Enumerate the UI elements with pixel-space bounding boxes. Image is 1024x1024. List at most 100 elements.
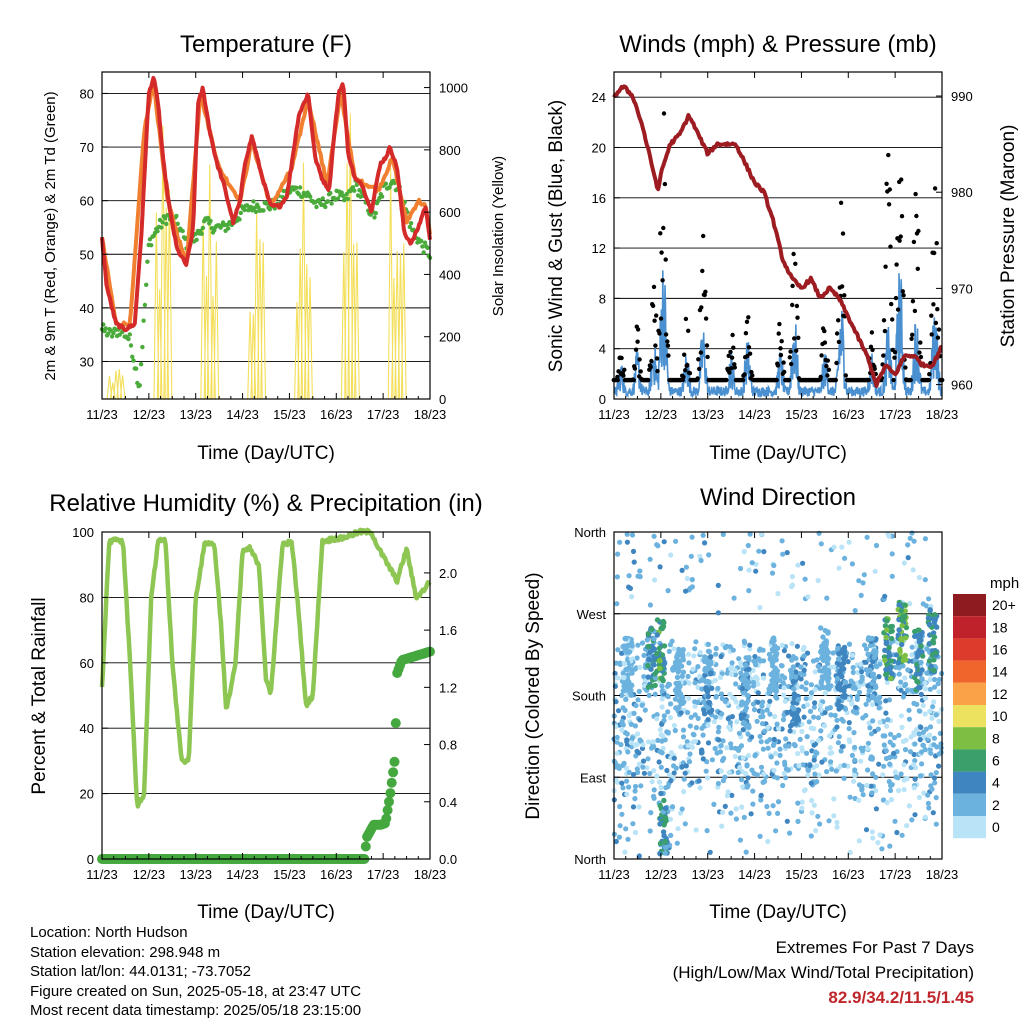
direction-point [899, 832, 905, 838]
solar-insolation-trace [119, 375, 126, 400]
direction-point [927, 607, 933, 613]
direction-point [863, 827, 870, 833]
dewpoint-point [180, 228, 185, 234]
dewpoint-point [323, 204, 328, 210]
gust-point [774, 377, 779, 383]
precipitation-point [382, 805, 393, 816]
y2-tick-label: 200 [439, 330, 461, 345]
dewpoint-point [256, 205, 261, 210]
direction-point [930, 638, 936, 644]
x-tick-label: 15/23 [273, 867, 306, 882]
direction-point [737, 764, 743, 771]
direction-point [888, 731, 894, 737]
direction-point [678, 710, 684, 716]
gust-point [740, 377, 746, 383]
gust-point [659, 250, 664, 255]
direction-point [625, 836, 631, 842]
direction-point [630, 772, 637, 778]
direction-point [750, 667, 756, 674]
direction-point [834, 819, 840, 826]
direction-point [783, 775, 789, 781]
y-tick-label: 100 [72, 525, 94, 540]
direction-point [836, 734, 842, 740]
direction-point [858, 758, 864, 764]
direction-point [662, 838, 669, 845]
direction-point [668, 832, 674, 839]
direction-point [761, 771, 767, 777]
direction-point [794, 643, 801, 649]
direction-point [700, 732, 706, 738]
direction-point [876, 674, 882, 680]
direction-point [645, 643, 652, 650]
direction-point [671, 646, 677, 652]
dewpoint-point [127, 332, 132, 337]
x-tick-label: 18/23 [926, 407, 959, 422]
direction-point [755, 699, 761, 705]
direction-point [881, 763, 887, 769]
direction-point [879, 846, 885, 852]
direction-point [906, 716, 913, 722]
direction-point [812, 771, 818, 777]
direction-point [780, 551, 786, 557]
direction-point [640, 742, 646, 748]
direction-point [713, 714, 719, 720]
direction-point [696, 778, 702, 784]
direction-point [637, 717, 643, 723]
dewpoint-point [297, 185, 303, 190]
direction-point [909, 530, 915, 536]
y2-tick-label: 1.2 [439, 680, 457, 695]
direction-point [880, 797, 887, 803]
gust-point [884, 181, 889, 186]
direction-point [620, 705, 626, 711]
direction-point [856, 578, 862, 584]
direction-point [761, 658, 767, 664]
direction-point [705, 740, 712, 746]
direction-point [779, 663, 785, 669]
gust-point [890, 317, 895, 322]
direction-point [700, 532, 706, 538]
dewpoint-point [205, 215, 211, 221]
gust-point [687, 371, 693, 376]
direction-tick-label: North [574, 852, 606, 867]
direction-point [737, 565, 744, 572]
direction-point [621, 674, 627, 681]
direction-point [931, 742, 937, 748]
gust-point [818, 374, 823, 380]
direction-point [805, 772, 811, 778]
gust-point [683, 368, 688, 373]
direction-point [688, 553, 694, 559]
direction-point [680, 669, 687, 675]
direction-point [728, 810, 734, 816]
direction-point [911, 762, 917, 768]
direction-point [795, 562, 801, 568]
direction-point [914, 653, 920, 660]
direction-point [674, 674, 681, 680]
direction-point [705, 699, 712, 706]
x-tick-label: 17/23 [879, 867, 912, 882]
direction-point [661, 713, 667, 719]
x-tick-label: 12/23 [645, 407, 678, 422]
direction-point [636, 761, 643, 767]
x-tick-label: 14/23 [226, 407, 259, 422]
direction-point [902, 683, 908, 689]
winds-ylabel-right: Station Pressure (Maroon) [998, 125, 1019, 348]
direction-point [930, 810, 936, 816]
direction-point [775, 591, 781, 597]
direction-point [651, 662, 657, 668]
direction-point [654, 632, 660, 638]
direction-point [856, 838, 862, 844]
direction-point [846, 539, 852, 545]
direction-point [743, 671, 750, 677]
direction-point [626, 573, 632, 579]
direction-point [871, 654, 877, 660]
direction-point [743, 655, 749, 661]
gust-point [915, 266, 920, 271]
direction-point [851, 730, 857, 736]
direction-point [665, 729, 671, 736]
x-tick-label: 11/23 [598, 407, 630, 422]
dewpoint-point [328, 190, 333, 196]
direction-point [705, 717, 711, 723]
direction-point [935, 681, 941, 687]
direction-point [808, 690, 815, 696]
direction-point [882, 623, 889, 629]
